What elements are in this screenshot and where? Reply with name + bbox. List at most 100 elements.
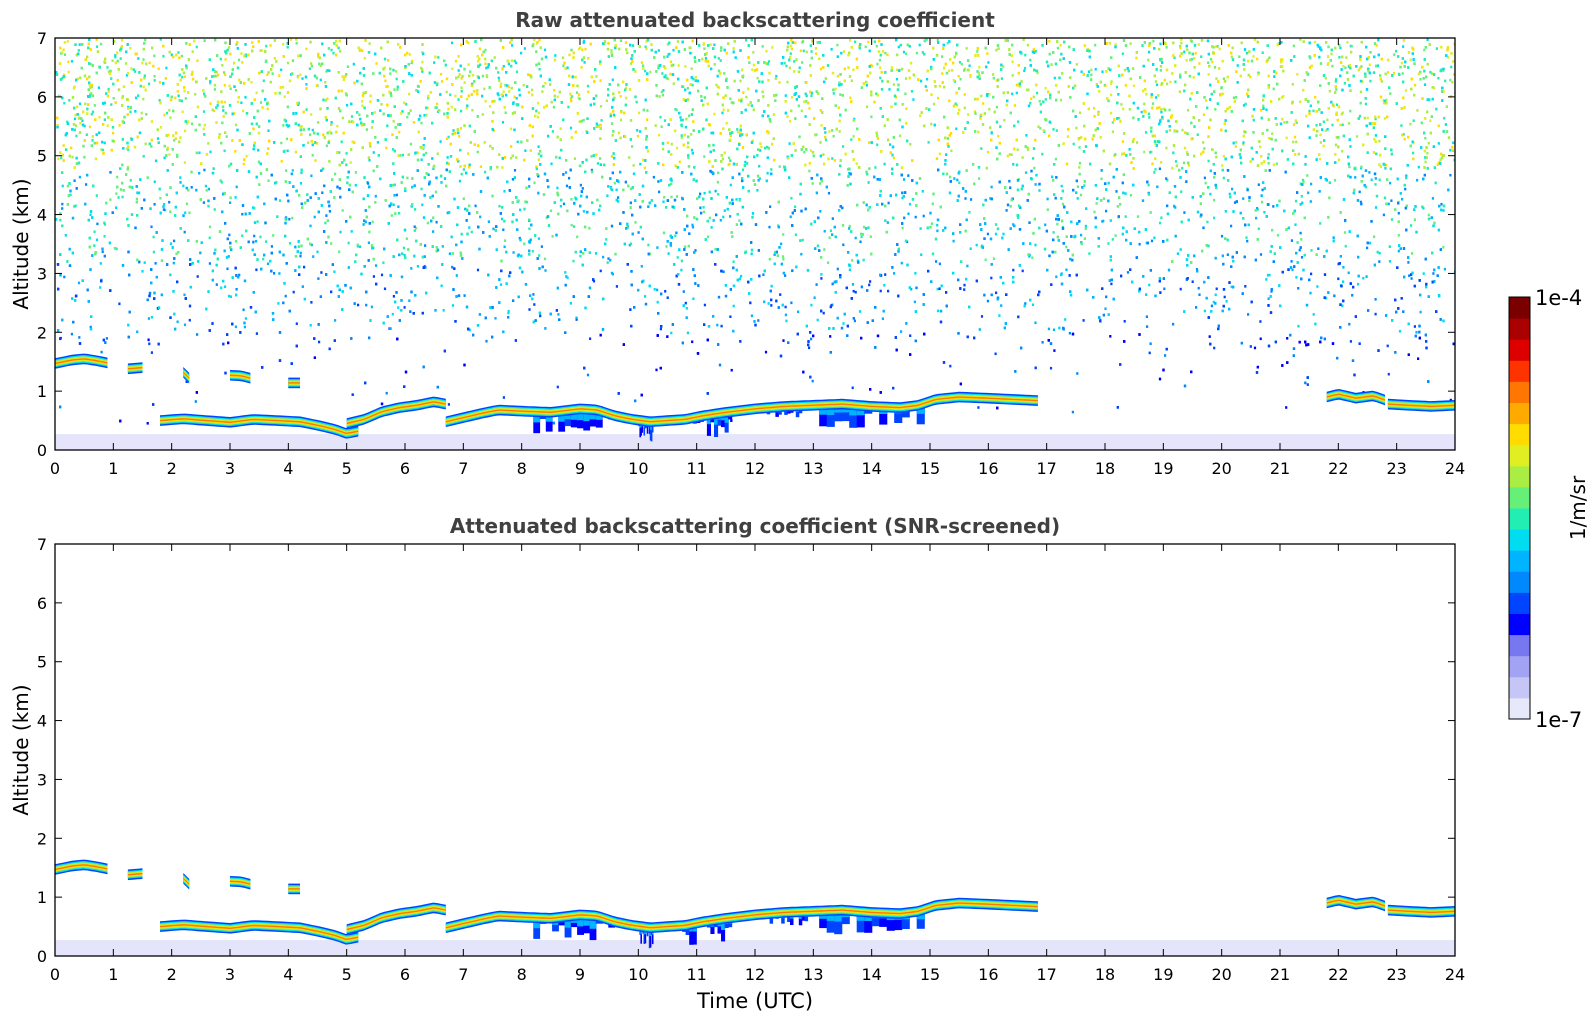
noise-dot (140, 111, 143, 115)
noise-dot (74, 113, 77, 117)
noise-dot (224, 285, 227, 288)
noise-dot (722, 108, 725, 112)
noise-dot (452, 129, 455, 132)
noise-dot (1374, 312, 1377, 316)
noise-dot (1393, 53, 1396, 56)
noise-dot (396, 88, 399, 91)
noise-dot (740, 97, 743, 101)
noise-dot (278, 199, 282, 202)
noise-dot (448, 252, 451, 255)
noise-dot (115, 206, 118, 209)
noise-dot (101, 250, 104, 253)
noise-dot (1200, 55, 1203, 58)
noise-dot (1172, 322, 1175, 326)
noise-dot (556, 95, 559, 99)
noise-dot (195, 45, 198, 49)
noise-dot (1387, 202, 1390, 206)
noise-dot (328, 139, 331, 143)
noise-dot (562, 56, 565, 60)
noise-dot (672, 63, 675, 67)
noise-dot (184, 211, 187, 215)
noise-dot (1298, 248, 1301, 252)
noise-dot (61, 76, 64, 80)
noise-dot (790, 301, 793, 305)
noise-dot (783, 61, 786, 65)
noise-dot (545, 216, 548, 219)
noise-dot (213, 83, 216, 87)
noise-dot (209, 102, 212, 105)
noise-dot (1174, 80, 1177, 84)
noise-dot (470, 230, 473, 234)
noise-dot (1443, 116, 1446, 120)
noise-dot (658, 133, 661, 137)
noise-dot (222, 109, 225, 112)
noise-dot (421, 203, 424, 207)
noise-dot (1143, 150, 1146, 154)
noise-dot (1449, 398, 1452, 402)
noise-dot (204, 184, 207, 188)
noise-dot (277, 302, 280, 305)
noise-dot (1424, 136, 1427, 140)
noise-dot (1101, 70, 1104, 73)
noise-dot (1342, 280, 1345, 283)
noise-dot (1214, 108, 1217, 111)
noise-dot (968, 64, 971, 68)
noise-dot (1378, 139, 1381, 143)
noise-dot (405, 237, 408, 240)
noise-dot (309, 324, 312, 327)
noise-dot (786, 80, 789, 84)
noise-dot (1012, 268, 1015, 272)
noise-dot (670, 142, 673, 146)
noise-dot (103, 223, 107, 226)
noise-dot (590, 168, 593, 172)
noise-dot (1297, 287, 1300, 290)
raw-plot-area (55, 38, 1455, 450)
noise-dot (919, 227, 922, 230)
noise-dot (385, 85, 388, 88)
noise-dot (567, 105, 570, 109)
noise-dot (1206, 220, 1209, 224)
noise-dot (804, 92, 807, 96)
noise-dot (994, 352, 997, 356)
noise-dot (373, 111, 376, 114)
noise-dot (83, 124, 86, 128)
noise-dot (184, 129, 187, 133)
noise-dot (183, 75, 186, 78)
noise-dot (295, 322, 298, 325)
noise-dot (223, 100, 226, 104)
noise-dot (91, 94, 95, 97)
noise-dot (1084, 224, 1087, 228)
noise-dot (1242, 141, 1245, 144)
noise-dot (1044, 86, 1047, 90)
noise-dot (1341, 111, 1344, 115)
noise-dot (299, 254, 302, 258)
noise-dot (153, 79, 156, 82)
noise-dot (1358, 114, 1362, 118)
noise-dot (963, 283, 966, 287)
noise-dot (1437, 76, 1440, 80)
noise-dot (1095, 202, 1098, 205)
noise-dot (767, 302, 770, 305)
noise-dot (129, 110, 132, 114)
noise-dot (347, 266, 350, 269)
noise-dot (95, 45, 99, 48)
noise-dot (629, 62, 633, 65)
noise-dot (382, 261, 385, 264)
noise-dot (978, 65, 981, 69)
noise-dot (886, 221, 889, 224)
noise-dot (832, 134, 835, 138)
noise-dot (1379, 74, 1382, 77)
noise-dot (875, 44, 878, 48)
noise-dot (90, 63, 93, 66)
noise-dot (1183, 211, 1186, 214)
noise-dot (1123, 320, 1126, 323)
noise-dot (1097, 110, 1100, 114)
noise-dot (235, 185, 238, 189)
noise-dot (1235, 141, 1238, 144)
noise-dot (1034, 50, 1037, 53)
noise-dot (1310, 182, 1313, 186)
noise-dot (1094, 43, 1097, 47)
noise-dot (1158, 106, 1161, 109)
noise-dot (716, 323, 719, 327)
noise-dot (1049, 366, 1053, 370)
